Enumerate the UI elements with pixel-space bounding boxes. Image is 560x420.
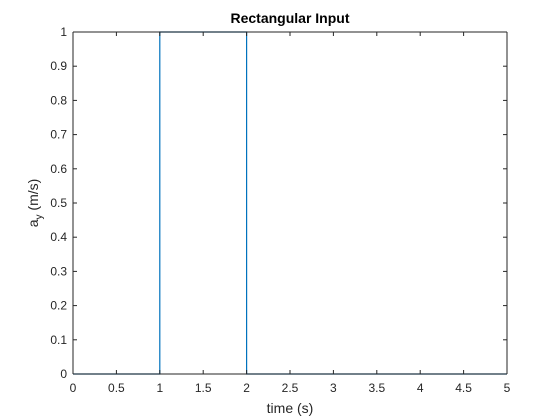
x-tick-label: 4.5 [455, 381, 472, 395]
y-axis-label-unit: (m/s) [25, 179, 41, 215]
y-ticks: 0 0.1 0.2 0.3 0.4 0.5 0.6 0.7 0.8 0.9 1 [50, 25, 507, 381]
x-tick-label: 0.5 [108, 381, 125, 395]
y-tick-label: 0.2 [50, 299, 67, 313]
x-tick-label: 0 [70, 381, 77, 395]
y-tick-label: 0.9 [50, 59, 67, 73]
y-tick-label: 0.5 [50, 196, 67, 210]
y-tick-label: 0.7 [50, 128, 67, 142]
y-tick-label: 0.4 [50, 230, 67, 244]
y-tick-label: 1 [60, 25, 67, 39]
y-axis-label-subscript: y [34, 214, 45, 219]
x-tick-label: 1 [156, 381, 163, 395]
y-tick-label: 0.6 [50, 162, 67, 176]
x-tick-label: 1.5 [195, 381, 212, 395]
x-tick-label: 3 [330, 381, 337, 395]
x-ticks: 0 0.5 1 1.5 2 2.5 3 3.5 4 4.5 5 [70, 32, 511, 395]
y-tick-label: 0.3 [50, 264, 67, 278]
y-axis-label: ay (m/s) [25, 179, 45, 228]
x-tick-label: 4 [417, 381, 424, 395]
y-tick-label: 0.8 [50, 93, 67, 107]
x-tick-label: 3.5 [368, 381, 385, 395]
chart-title: Rectangular Input [230, 10, 349, 26]
y-axis-label-base: a [25, 219, 41, 227]
x-tick-label: 5 [504, 381, 511, 395]
y-tick-label: 0.1 [50, 333, 67, 347]
x-tick-label: 2.5 [282, 381, 299, 395]
y-tick-label: 0 [60, 367, 67, 381]
x-tick-label: 2 [243, 381, 250, 395]
x-axis-label: time (s) [267, 400, 314, 416]
plot-area-background [73, 32, 507, 374]
